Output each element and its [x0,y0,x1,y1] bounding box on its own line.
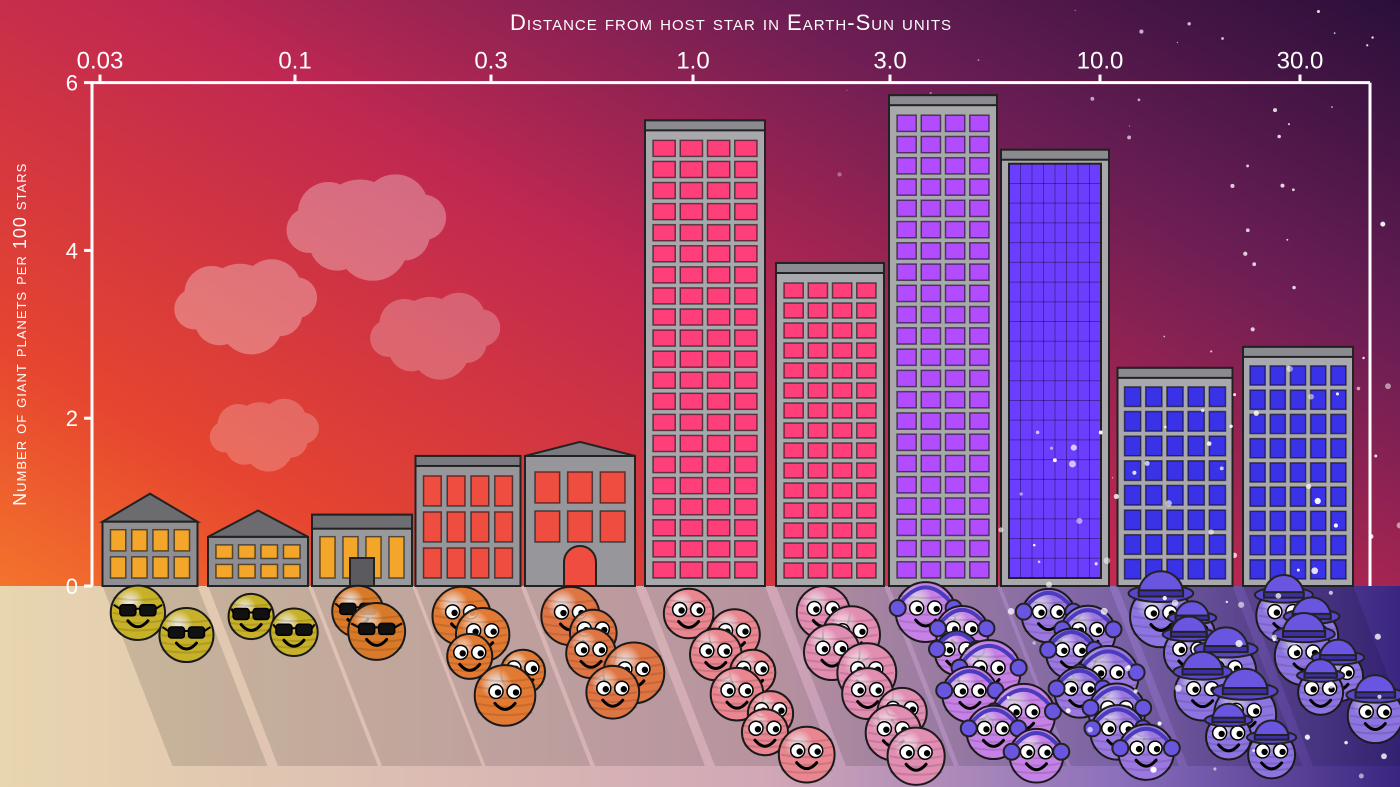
x-tick-label: 3.0 [873,48,906,75]
x-tick-label: 0.3 [474,48,507,75]
x-tick-label: 1.0 [676,48,709,75]
bar-building [1001,150,1109,586]
bar-building [889,95,997,586]
planet [270,609,317,656]
bar-building [1118,368,1233,586]
planet [159,608,213,662]
x-tick-label: 30.0 [1277,48,1324,75]
y-tick-label: 0 [66,574,78,599]
bar-building [525,442,635,586]
bar-building [645,120,765,586]
planet [475,665,536,726]
bar-building [776,263,884,586]
bar-building [312,515,412,586]
y-tick-label: 4 [66,238,78,263]
x-axis-label: Distance from host star in Earth-Sun uni… [510,10,952,35]
planet [888,728,945,785]
planet [111,586,165,640]
planet [779,727,835,783]
x-tick-label: 10.0 [1077,48,1124,75]
bar-building [1243,347,1353,586]
x-tick-label: 0.1 [278,48,311,75]
planet [229,594,274,639]
planet [348,603,405,660]
planet [586,666,639,719]
x-tick-label: 0.03 [77,48,124,75]
bar-building [416,456,521,586]
y-tick-label: 2 [66,406,78,431]
y-axis-label: Number of giant planets per 100 stars [10,163,30,506]
